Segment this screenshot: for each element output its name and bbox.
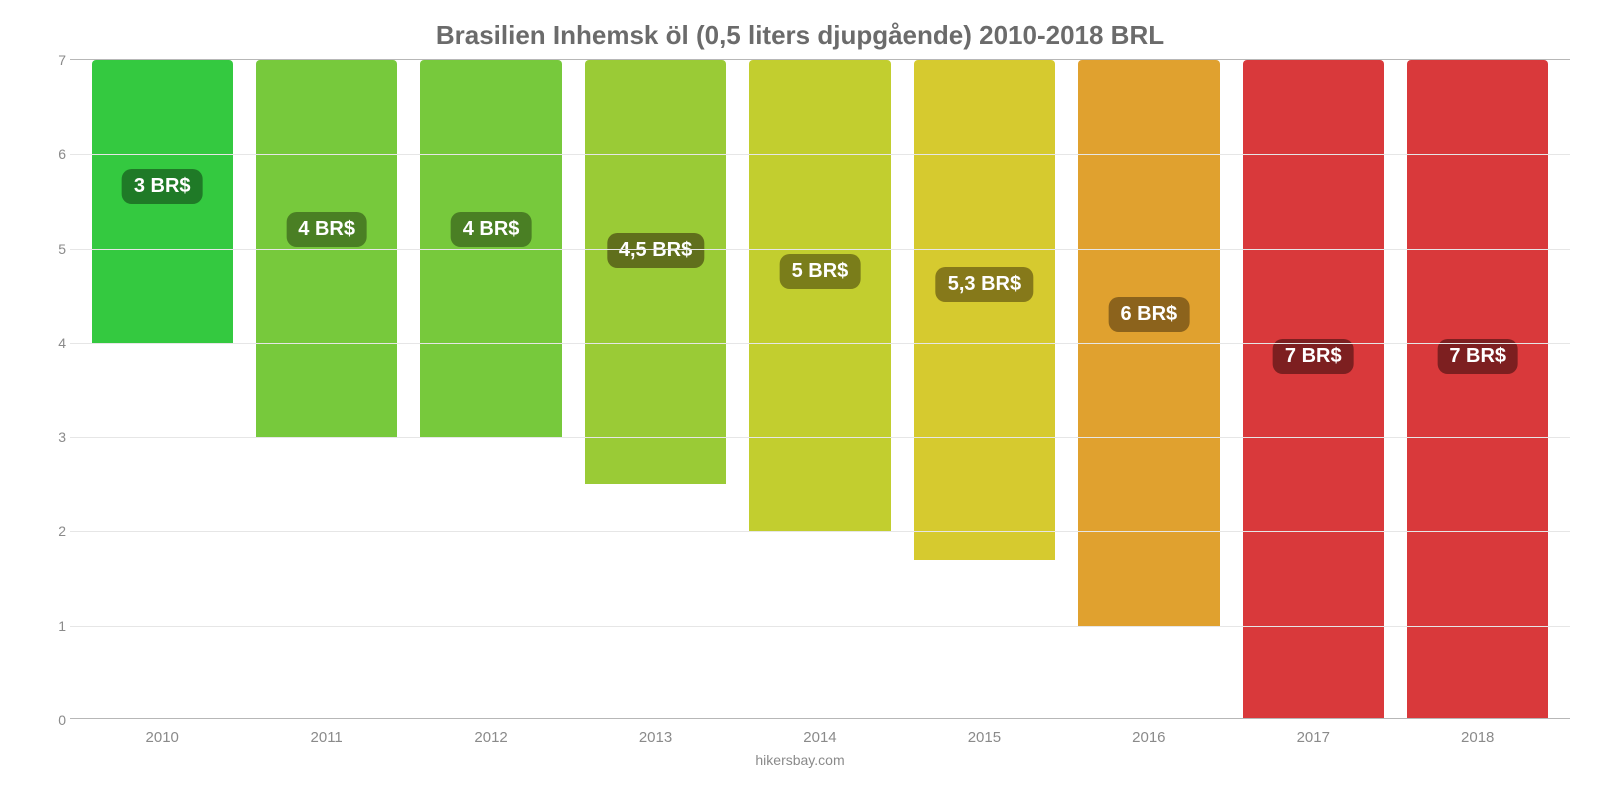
chart-container: Brasilien Inhemsk öl (0,5 liters djupgåe… [0,0,1600,800]
y-tick-label: 2 [42,523,66,539]
bar-slot: 3 BR$ [80,60,244,718]
y-tick-label: 0 [42,712,66,728]
x-tick-label: 2012 [409,729,573,746]
y-tick-label: 6 [42,146,66,162]
bars-group: 3 BR$ 4 BR$ 4 BR$ 4,5 BR$ 5 BR$ 5,3 BR$ 6 BR$ 7… [70,60,1570,718]
bar-value-label: 5 BR$ [780,254,861,289]
bar-value-label: 6 BR$ [1108,297,1189,332]
bar-slot: 6 BR$ [1067,60,1231,718]
gridline [70,437,1570,438]
bar-value-label: 4,5 BR$ [607,233,704,268]
bar-slot: 7 BR$ [1396,60,1560,718]
bar: 3 BR$ [92,60,233,343]
bar: 5 BR$ [749,60,890,531]
gridline [70,249,1570,250]
bar-value-label: 4 BR$ [286,212,367,247]
gridline [70,531,1570,532]
bar-slot: 7 BR$ [1231,60,1395,718]
y-tick-label: 1 [42,618,66,634]
y-tick-label: 4 [42,335,66,351]
bar-value-label: 4 BR$ [451,212,532,247]
x-tick-label: 2016 [1067,729,1231,746]
y-tick-label: 3 [42,429,66,445]
bar-value-label: 7 BR$ [1273,339,1354,374]
x-tick-label: 2018 [1396,729,1560,746]
bar-slot: 4,5 BR$ [573,60,737,718]
x-tick-label: 2017 [1231,729,1395,746]
x-tick-label: 2011 [244,729,408,746]
y-tick-label: 7 [42,52,66,68]
bar: 7 BR$ [1243,60,1384,718]
plot-area: 3 BR$ 4 BR$ 4 BR$ 4,5 BR$ 5 BR$ 5,3 BR$ 6 BR$ 7… [70,59,1570,719]
x-tick-label: 2010 [80,729,244,746]
bar-slot: 5,3 BR$ [902,60,1066,718]
bar: 7 BR$ [1407,60,1548,718]
chart-title: Brasilien Inhemsk öl (0,5 liters djupgåe… [40,20,1560,51]
attribution-text: hikersbay.com [40,752,1560,768]
x-axis: 201020112012201320142015201620172018 [70,729,1570,746]
bar-value-label: 5,3 BR$ [936,267,1033,302]
bar: 5,3 BR$ [914,60,1055,560]
gridline [70,626,1570,627]
bar-slot: 4 BR$ [409,60,573,718]
bar: 4,5 BR$ [585,60,726,484]
gridline [70,343,1570,344]
x-tick-label: 2014 [738,729,902,746]
x-tick-label: 2015 [902,729,1066,746]
y-tick-label: 5 [42,241,66,257]
gridline [70,154,1570,155]
x-tick-label: 2013 [573,729,737,746]
bar-value-label: 3 BR$ [122,169,203,204]
bar-slot: 5 BR$ [738,60,902,718]
bar-value-label: 7 BR$ [1437,339,1518,374]
bar-slot: 4 BR$ [244,60,408,718]
